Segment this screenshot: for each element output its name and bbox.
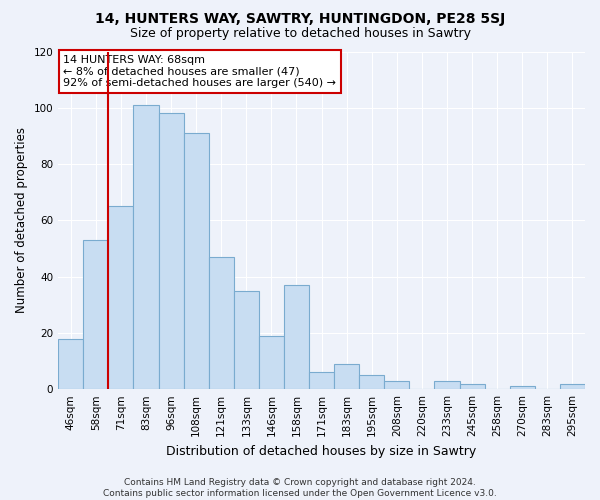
Bar: [133, 105, 158, 389]
Bar: [184, 133, 209, 389]
Bar: [510, 386, 535, 389]
Text: Contains HM Land Registry data © Crown copyright and database right 2024.
Contai: Contains HM Land Registry data © Crown c…: [103, 478, 497, 498]
Bar: [334, 364, 359, 389]
Bar: [460, 384, 485, 389]
Bar: [434, 380, 460, 389]
Bar: [259, 336, 284, 389]
Bar: [83, 240, 109, 389]
X-axis label: Distribution of detached houses by size in Sawtry: Distribution of detached houses by size …: [166, 444, 477, 458]
Bar: [284, 285, 309, 389]
Bar: [109, 206, 133, 389]
Bar: [560, 384, 585, 389]
Y-axis label: Number of detached properties: Number of detached properties: [15, 128, 28, 314]
Bar: [209, 257, 234, 389]
Text: 14, HUNTERS WAY, SAWTRY, HUNTINGDON, PE28 5SJ: 14, HUNTERS WAY, SAWTRY, HUNTINGDON, PE2…: [95, 12, 505, 26]
Bar: [309, 372, 334, 389]
Text: Size of property relative to detached houses in Sawtry: Size of property relative to detached ho…: [130, 28, 470, 40]
Text: 14 HUNTERS WAY: 68sqm
← 8% of detached houses are smaller (47)
92% of semi-detac: 14 HUNTERS WAY: 68sqm ← 8% of detached h…: [64, 55, 337, 88]
Bar: [385, 380, 409, 389]
Bar: [234, 290, 259, 389]
Bar: [58, 338, 83, 389]
Bar: [359, 375, 385, 389]
Bar: [158, 114, 184, 389]
